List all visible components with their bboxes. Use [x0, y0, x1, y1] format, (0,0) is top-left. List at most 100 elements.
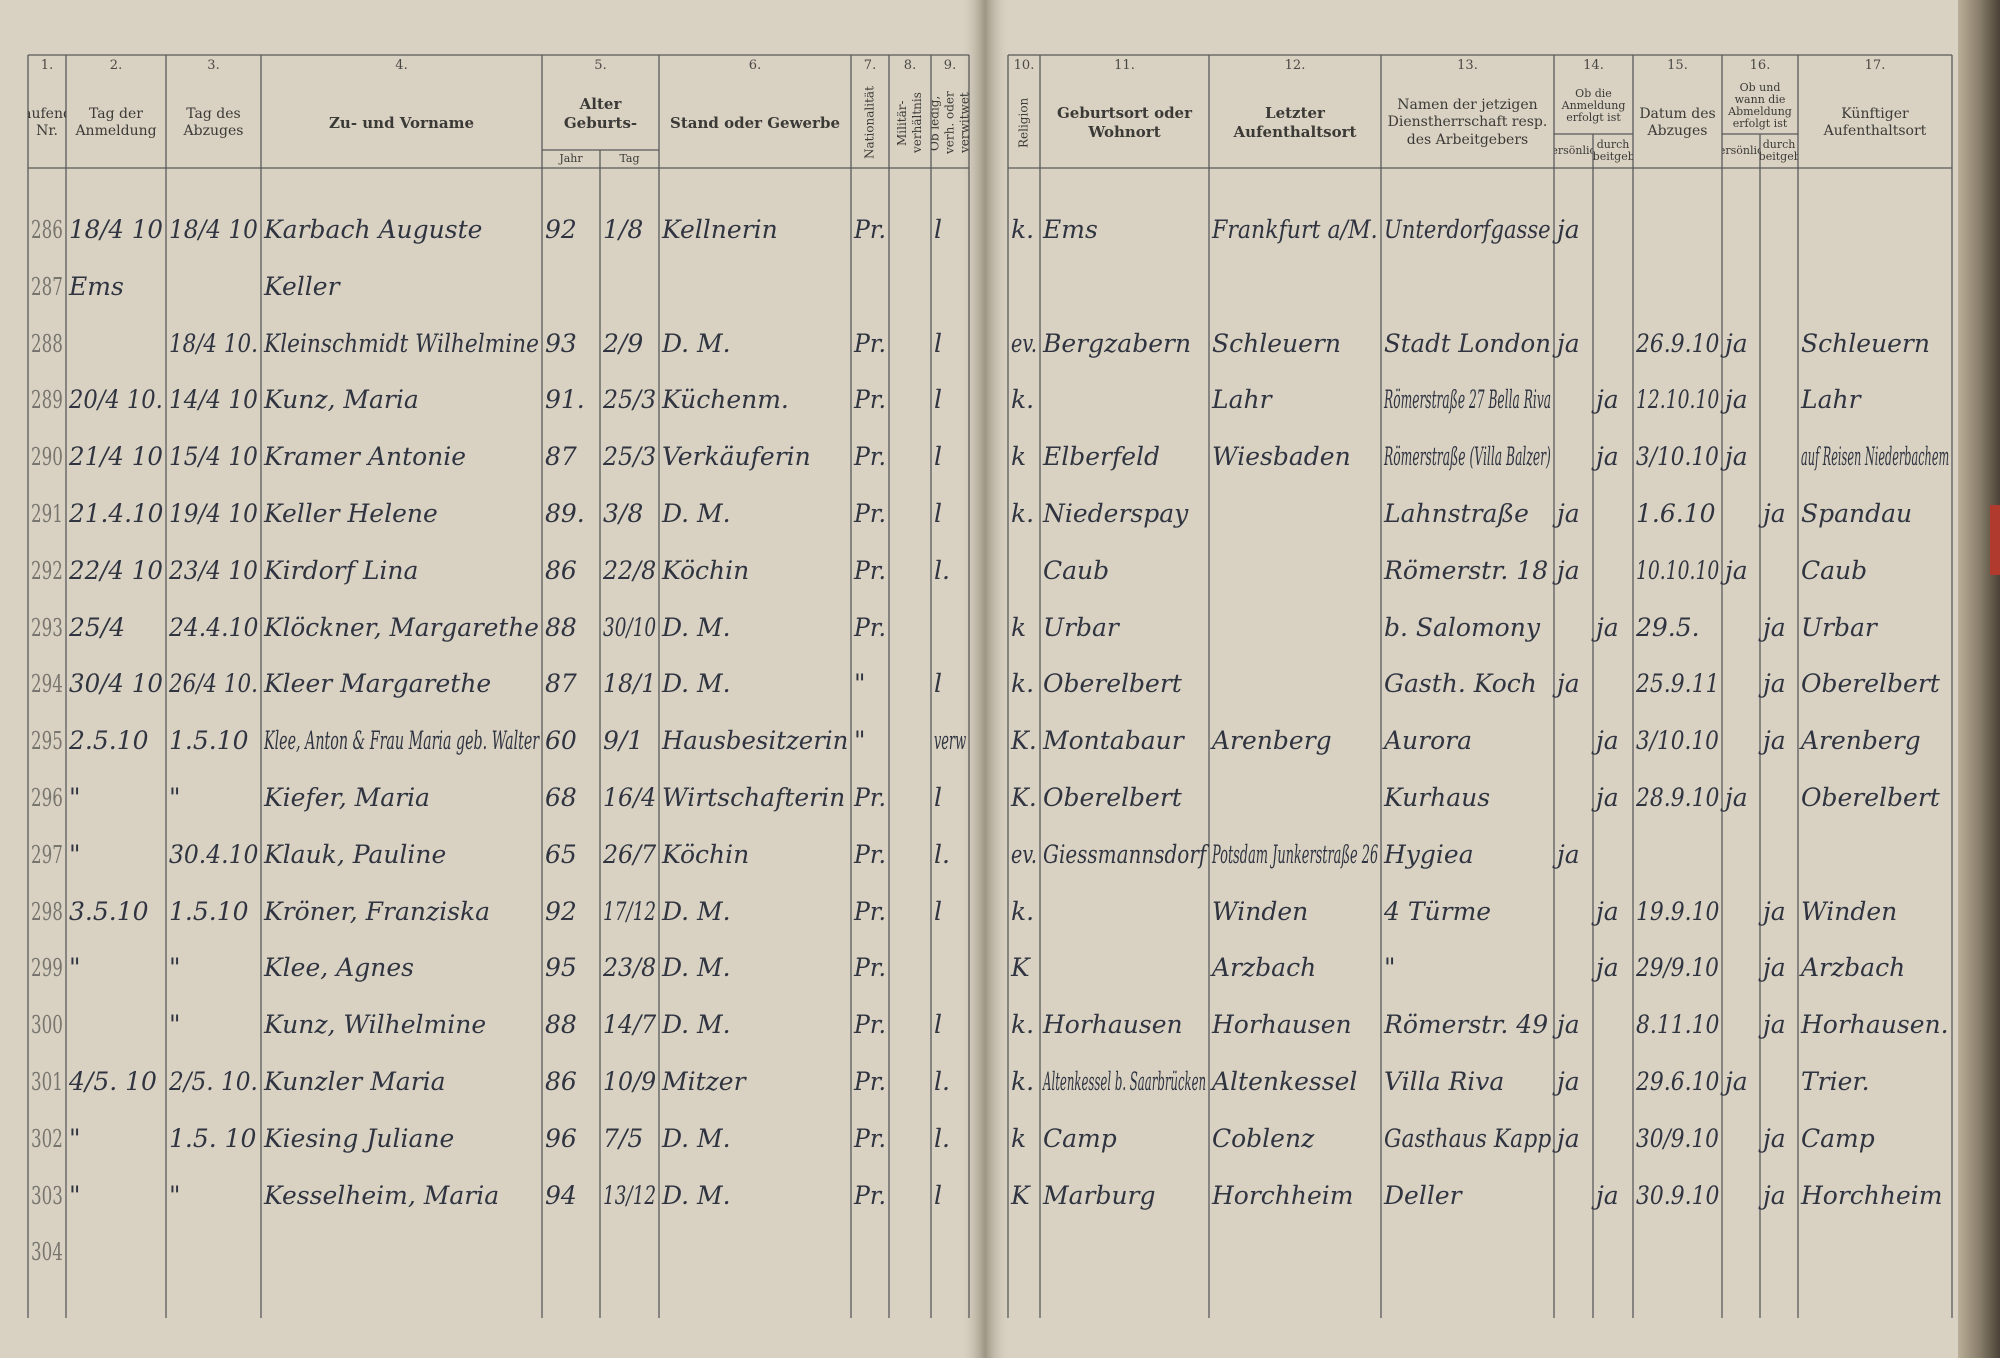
entry: "	[69, 1123, 81, 1153]
entry: Kiesing Juliane	[264, 1123, 455, 1153]
entry: Caub	[1801, 555, 1868, 585]
row-number: 287	[31, 272, 63, 301]
entry: 30/10	[603, 612, 657, 642]
entry: k	[1011, 1123, 1027, 1153]
entry: Kunzler Maria	[264, 1067, 446, 1096]
entry: Gasthaus Kapp	[1384, 1123, 1552, 1153]
entry: 68	[545, 783, 577, 812]
entry: K	[1011, 953, 1030, 983]
entry: ja	[1557, 839, 1580, 869]
entry: Arzbach	[1801, 953, 1906, 983]
entry: Frankfurt a/M.	[1212, 215, 1378, 244]
column-number: 16.	[1749, 58, 1771, 73]
row-number: 301	[31, 1068, 63, 1096]
entry: Oberelbert	[1801, 669, 1940, 699]
row-number: 294	[31, 670, 63, 699]
entry: 86	[545, 1067, 577, 1096]
entry: k	[1011, 612, 1027, 642]
row-number: 291	[31, 500, 63, 528]
entry: 4 Türme	[1384, 896, 1492, 926]
entry: Montabaur	[1043, 726, 1184, 756]
entry: Pr.	[854, 215, 886, 244]
entry: l	[934, 1010, 942, 1040]
entry: 23/4 10	[169, 555, 258, 585]
entry: 3/10.10	[1636, 442, 1719, 472]
column-header: Ob die Anmeldung erfolgt ist	[1561, 86, 1626, 125]
row-number: 295	[31, 727, 63, 756]
column-number: 14.	[1583, 58, 1604, 73]
entry: Giessmannsdorf	[1043, 839, 1207, 869]
column-number: 6.	[748, 58, 762, 73]
entry: Niederspay	[1043, 499, 1189, 528]
entry: ja	[1596, 385, 1619, 415]
entry: 3.5.10	[69, 896, 149, 926]
entry: Camp	[1801, 1123, 1875, 1153]
entry: Pr.	[854, 555, 886, 585]
entry: 26/7	[603, 839, 657, 869]
row-number: 286	[31, 216, 63, 244]
entry: 29.5.	[1636, 612, 1700, 642]
entry: Köchin	[662, 555, 750, 585]
entry: Kleinschmidt Wilhelmine	[264, 328, 539, 358]
entry: Arenberg	[1801, 726, 1921, 756]
entry: Pr.	[854, 442, 886, 472]
entry: Urbar	[1801, 612, 1877, 642]
entry: Coblenz	[1212, 1123, 1315, 1153]
entry: verw	[934, 726, 967, 756]
entry: "	[169, 1010, 181, 1040]
column-header: Namen der jetzigen Dienstherrschaft resp…	[1387, 96, 1548, 148]
column-number: 1.	[40, 58, 54, 73]
entry: Ems	[69, 271, 124, 301]
entry: ev.	[1011, 328, 1037, 358]
entry: Potsdam Junkerstraße 26	[1212, 839, 1379, 869]
entry: 95	[545, 953, 577, 983]
entry: Kirdorf Lina	[264, 555, 419, 585]
entry: l.	[934, 555, 950, 585]
entry: 26/4 10.	[169, 669, 258, 699]
entry: l	[934, 783, 942, 812]
entry: k.	[1011, 385, 1035, 415]
entry: 29.6.10	[1636, 1067, 1720, 1096]
entry: Römerstraße (Villa Balzer)	[1384, 442, 1551, 472]
entry: 88	[545, 1010, 577, 1040]
entry: Verkäuferin	[662, 442, 811, 472]
column-header: Künftiger Aufenthaltsort	[1823, 105, 1927, 140]
entry: 18/4 10	[69, 215, 163, 244]
entry: 10/9	[603, 1067, 657, 1096]
entry: Küchenm.	[662, 385, 789, 415]
entry: ja	[1763, 1010, 1786, 1040]
column-number: 2.	[109, 58, 123, 73]
column-number: 11.	[1114, 58, 1135, 73]
row-number: 299	[31, 954, 63, 983]
entry: Altenkessel b. Saarbrücken	[1043, 1067, 1207, 1096]
column-subheader: persönlich	[1554, 143, 1593, 157]
entry: Marburg	[1043, 1180, 1156, 1210]
entry: 3/8	[603, 499, 644, 528]
column-header: Laufende Nr.	[28, 105, 66, 140]
entry: 1.6.10	[1636, 499, 1716, 528]
entry: Köchin	[662, 839, 750, 869]
entry: 2/5. 10.	[169, 1067, 258, 1096]
entry: Horchheim	[1801, 1180, 1943, 1210]
entry: "	[69, 783, 81, 812]
column-number: 5.	[594, 58, 607, 73]
entry: Lahr	[1801, 385, 1861, 415]
entry: Caub	[1043, 555, 1110, 585]
row-number: 302	[31, 1124, 63, 1153]
entry: Winden	[1801, 896, 1898, 926]
entry: ja	[1596, 1180, 1619, 1210]
entry: Pr.	[854, 953, 886, 983]
entry: Keller	[264, 271, 340, 301]
entry: K	[1011, 1180, 1030, 1210]
entry: l.	[934, 839, 950, 869]
entry: 21/4 10	[69, 442, 163, 472]
entry: ja	[1557, 499, 1580, 528]
entry: 9/1	[603, 726, 644, 756]
entry: Keller Helene	[264, 499, 438, 528]
entry: "	[169, 783, 181, 812]
column-header: Tag der Anmeldung	[75, 105, 157, 140]
entry: l.	[934, 1067, 950, 1096]
entry: k.	[1011, 669, 1035, 699]
entry: ja	[1557, 215, 1580, 244]
entry: 25.9.11	[1636, 669, 1720, 699]
